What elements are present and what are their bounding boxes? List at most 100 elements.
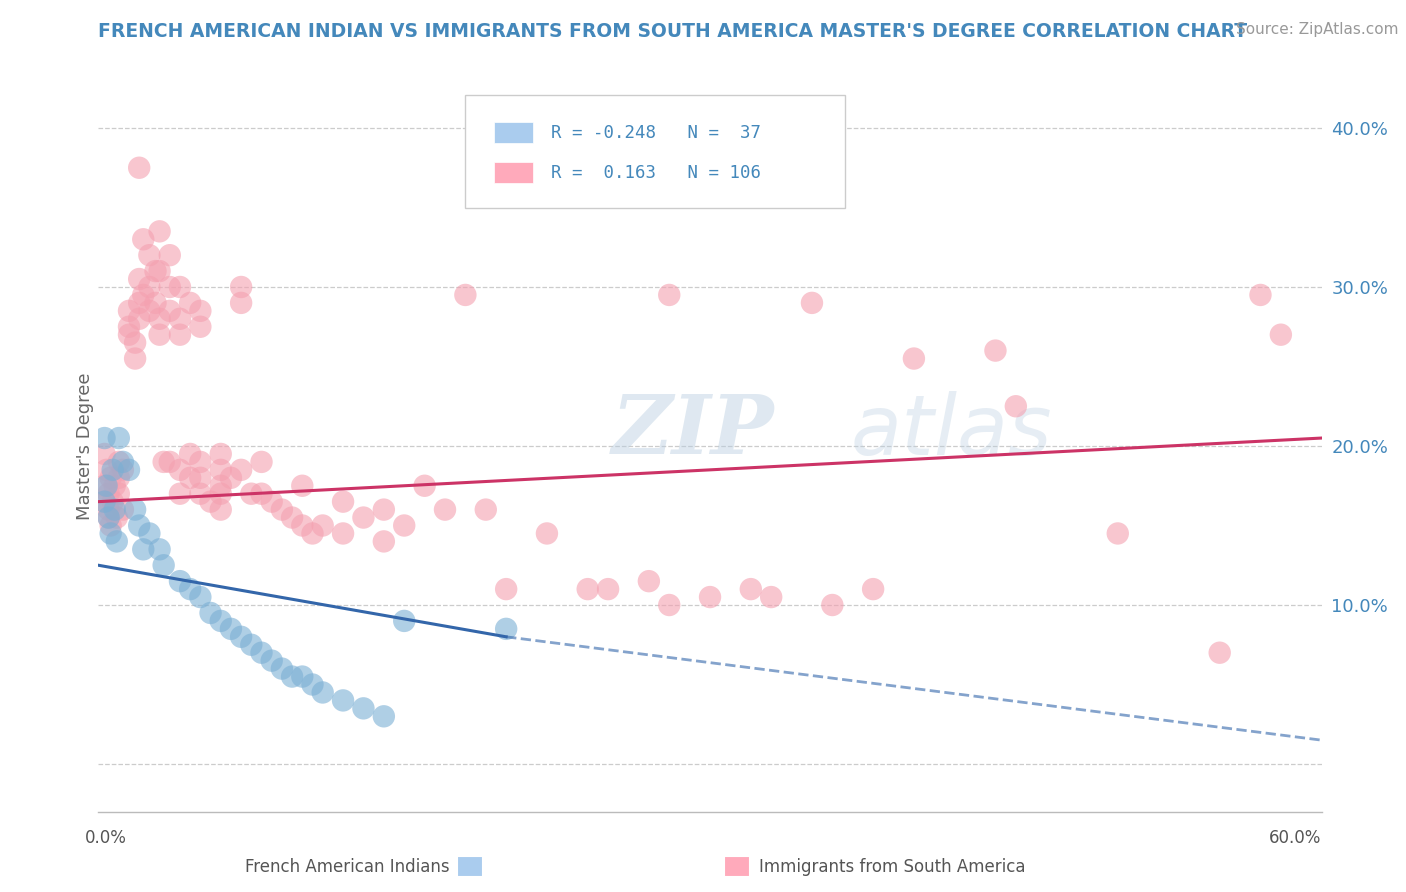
Point: [740, 582, 762, 596]
Point: [132, 288, 155, 302]
Point: [240, 638, 263, 652]
Text: R = -0.248   N =  37: R = -0.248 N = 37: [551, 124, 761, 142]
Point: [93, 431, 115, 445]
Point: [291, 669, 314, 683]
Text: FRENCH AMERICAN INDIAN VS IMMIGRANTS FROM SOUTH AMERICA MASTER'S DEGREE CORRELAT: FRENCH AMERICAN INDIAN VS IMMIGRANTS FRO…: [98, 22, 1247, 41]
Point: [149, 264, 172, 278]
Text: French American Indians: French American Indians: [245, 858, 450, 876]
Point: [104, 502, 127, 516]
Point: [179, 582, 201, 596]
Point: [108, 471, 131, 485]
Point: [392, 614, 416, 628]
Point: [200, 606, 222, 620]
Point: [132, 542, 155, 557]
Point: [231, 280, 253, 294]
Point: [179, 471, 201, 485]
Point: [392, 518, 416, 533]
FancyBboxPatch shape: [465, 95, 845, 209]
Point: [301, 526, 323, 541]
Point: [1270, 327, 1292, 342]
Point: [128, 296, 150, 310]
Point: [93, 447, 115, 461]
Point: [100, 526, 122, 541]
Point: [149, 311, 172, 326]
Point: [250, 486, 273, 500]
Point: [495, 582, 517, 596]
Point: [179, 447, 201, 461]
Point: [637, 574, 661, 589]
Point: [138, 248, 160, 262]
Point: [903, 351, 925, 366]
Point: [100, 471, 122, 485]
Point: [159, 455, 181, 469]
Point: [231, 296, 253, 310]
Point: [373, 534, 395, 549]
Point: [169, 486, 191, 500]
Point: [145, 296, 167, 310]
Point: [1004, 399, 1026, 413]
Point: [332, 494, 354, 508]
Point: [118, 327, 141, 342]
Point: [149, 224, 172, 238]
FancyBboxPatch shape: [494, 122, 533, 144]
Point: [801, 296, 824, 310]
Point: [169, 327, 191, 342]
Point: [759, 590, 782, 604]
Point: [101, 494, 124, 508]
Point: [209, 479, 232, 493]
Point: [312, 685, 335, 699]
Point: [169, 280, 191, 294]
Point: [536, 526, 558, 541]
Point: [124, 351, 146, 366]
Point: [111, 463, 134, 477]
Point: [159, 280, 181, 294]
Point: [111, 502, 134, 516]
Point: [108, 486, 131, 500]
Point: [312, 518, 335, 533]
Point: [495, 622, 517, 636]
Point: [159, 248, 181, 262]
Point: [281, 510, 304, 524]
Point: [250, 646, 273, 660]
Point: [474, 502, 498, 516]
Point: [1107, 526, 1129, 541]
Point: [240, 486, 263, 500]
Point: [132, 232, 155, 246]
Point: [108, 455, 131, 469]
Text: ZIP: ZIP: [612, 392, 775, 471]
Point: [152, 558, 174, 573]
Point: [105, 510, 128, 524]
Point: [209, 486, 232, 500]
Point: [169, 311, 191, 326]
Point: [209, 502, 232, 516]
Point: [159, 303, 181, 318]
Y-axis label: Master's Degree: Master's Degree: [76, 372, 94, 520]
Point: [138, 526, 160, 541]
Point: [821, 598, 844, 612]
Point: [169, 574, 191, 589]
Text: 60.0%: 60.0%: [1270, 829, 1322, 847]
Point: [93, 494, 115, 508]
Point: [188, 486, 212, 500]
Point: [658, 598, 681, 612]
Point: [124, 335, 146, 350]
Point: [596, 582, 619, 596]
Point: [1208, 646, 1232, 660]
Point: [118, 303, 141, 318]
Point: [352, 510, 374, 524]
Point: [100, 518, 122, 533]
Point: [149, 327, 172, 342]
Point: [433, 502, 456, 516]
Point: [209, 463, 232, 477]
Point: [862, 582, 884, 596]
Point: [188, 590, 212, 604]
Point: [373, 502, 395, 516]
Point: [291, 518, 314, 533]
Point: [128, 161, 150, 175]
Point: [373, 709, 395, 723]
Point: [658, 288, 681, 302]
Point: [291, 479, 314, 493]
Point: [138, 280, 160, 294]
Point: [169, 463, 191, 477]
Text: Immigrants from South America: Immigrants from South America: [759, 858, 1026, 876]
